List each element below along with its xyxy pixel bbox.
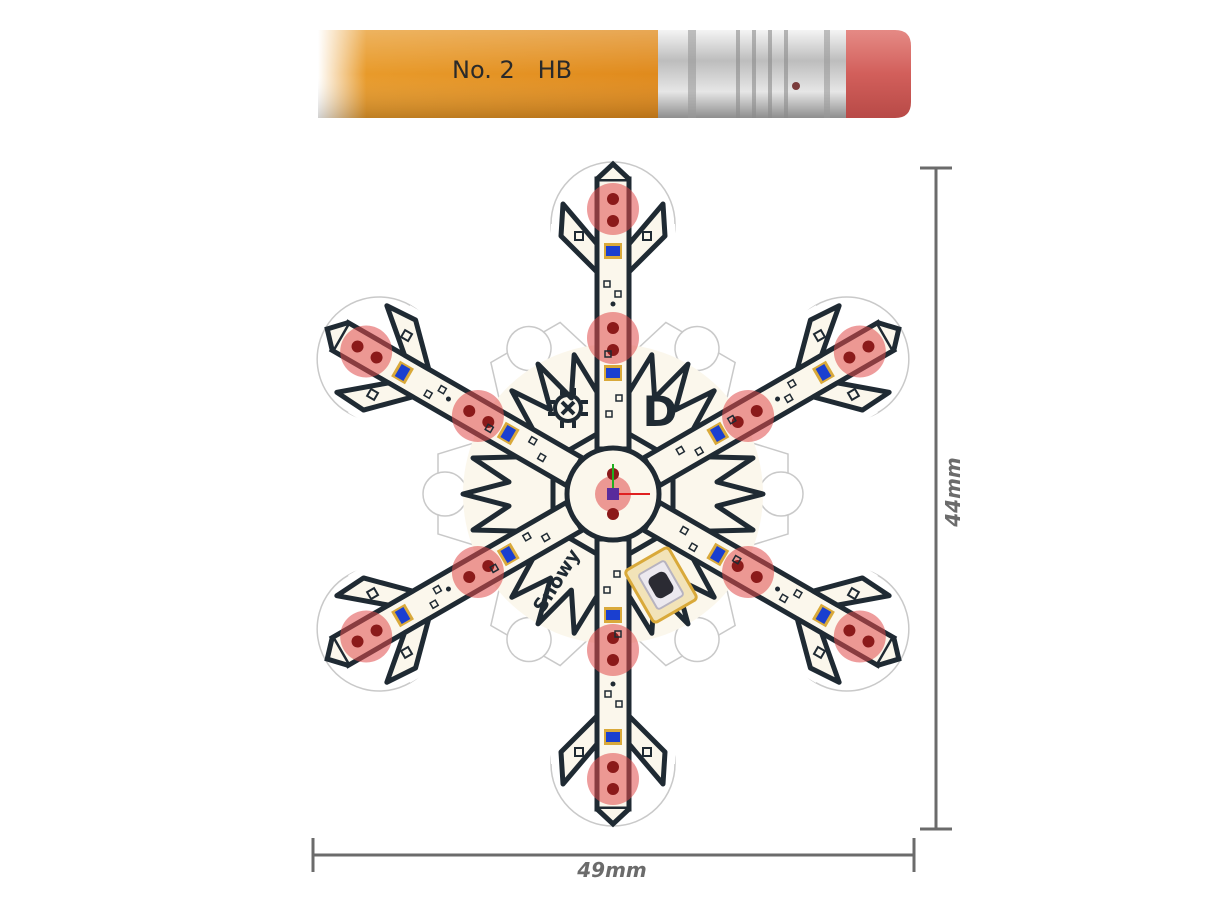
pad-highlight [340,325,393,378]
pad-highlight [587,183,639,235]
led-icon [815,606,832,625]
led-icon [606,732,620,742]
pencil-ferrule [658,30,850,118]
snowflake-arm [640,303,902,489]
width-dimension [311,838,916,872]
led-icon [815,363,832,382]
center-origin-marker [607,488,619,500]
pad-highlight [587,312,639,364]
led-icon [394,606,411,625]
pencil: No. 2 HB [318,30,911,118]
height-dimension [920,166,952,831]
led-icon [606,368,620,378]
pencil-label: No. 2 HB [452,56,572,84]
led-icon [500,545,517,564]
snowflake-board: D Snowy [316,160,910,828]
led-icon [606,610,620,620]
pad-highlight [722,390,775,442]
brand-logo-icon: D [643,387,678,436]
chip-logo-icon [548,388,588,428]
led-icon [709,424,726,443]
pad-highlight [340,610,393,663]
center-hub [564,445,662,543]
led-icon [394,363,411,382]
pad-highlight [451,545,504,598]
tactile-switch [624,546,698,624]
pad-highlight [722,546,775,598]
height-label: 44mm [941,457,965,528]
led-icon [606,246,620,256]
pad-highlight [587,753,639,805]
snowflake-arm [558,536,668,828]
snowflake-arms [324,160,902,828]
width-label: 49mm [576,858,647,882]
pad-highlight [587,624,639,676]
snowflake-arm [324,303,586,489]
pad-highlight [833,610,886,663]
led-icon [500,424,517,443]
pad-highlight [451,390,504,442]
led-icon [709,545,726,564]
snowflake-arm [640,499,902,685]
pad-highlight [833,325,886,378]
pencil-eraser [846,30,911,118]
